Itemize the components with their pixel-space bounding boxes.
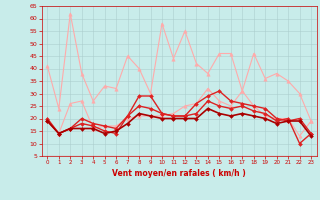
X-axis label: Vent moyen/en rafales ( km/h ): Vent moyen/en rafales ( km/h ) bbox=[112, 169, 246, 178]
